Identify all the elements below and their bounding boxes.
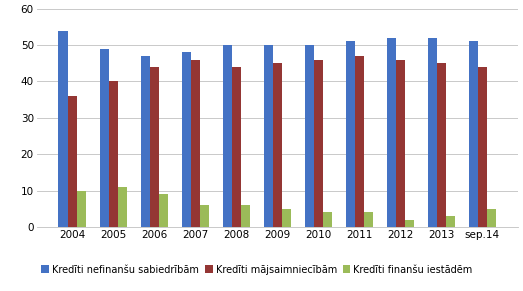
Bar: [241, 205, 249, 227]
Bar: [99, 49, 109, 227]
Bar: [150, 67, 158, 227]
Bar: [364, 212, 373, 227]
Bar: [76, 191, 86, 227]
Bar: [355, 56, 364, 227]
Bar: [314, 60, 323, 227]
Bar: [305, 45, 314, 227]
Bar: [282, 209, 291, 227]
Bar: [264, 45, 272, 227]
Bar: [478, 67, 487, 227]
Bar: [405, 220, 414, 227]
Bar: [158, 194, 168, 227]
Bar: [232, 67, 241, 227]
Bar: [109, 81, 118, 227]
Bar: [59, 31, 67, 227]
Bar: [428, 38, 437, 227]
Bar: [200, 205, 209, 227]
Bar: [487, 209, 496, 227]
Bar: [386, 38, 396, 227]
Bar: [223, 45, 232, 227]
Bar: [67, 96, 76, 227]
Bar: [396, 60, 405, 227]
Bar: [446, 216, 455, 227]
Bar: [181, 52, 190, 227]
Legend: Kredīti nefinanšu sabiedrībām, Kredīti mājsaimniecībām, Kredīti finanšu iestādēm: Kredīti nefinanšu sabiedrībām, Kredīti m…: [41, 265, 473, 275]
Bar: [190, 60, 200, 227]
Bar: [118, 187, 127, 227]
Bar: [437, 63, 446, 227]
Bar: [469, 42, 478, 227]
Bar: [346, 42, 355, 227]
Bar: [323, 212, 332, 227]
Bar: [141, 56, 150, 227]
Bar: [272, 63, 282, 227]
